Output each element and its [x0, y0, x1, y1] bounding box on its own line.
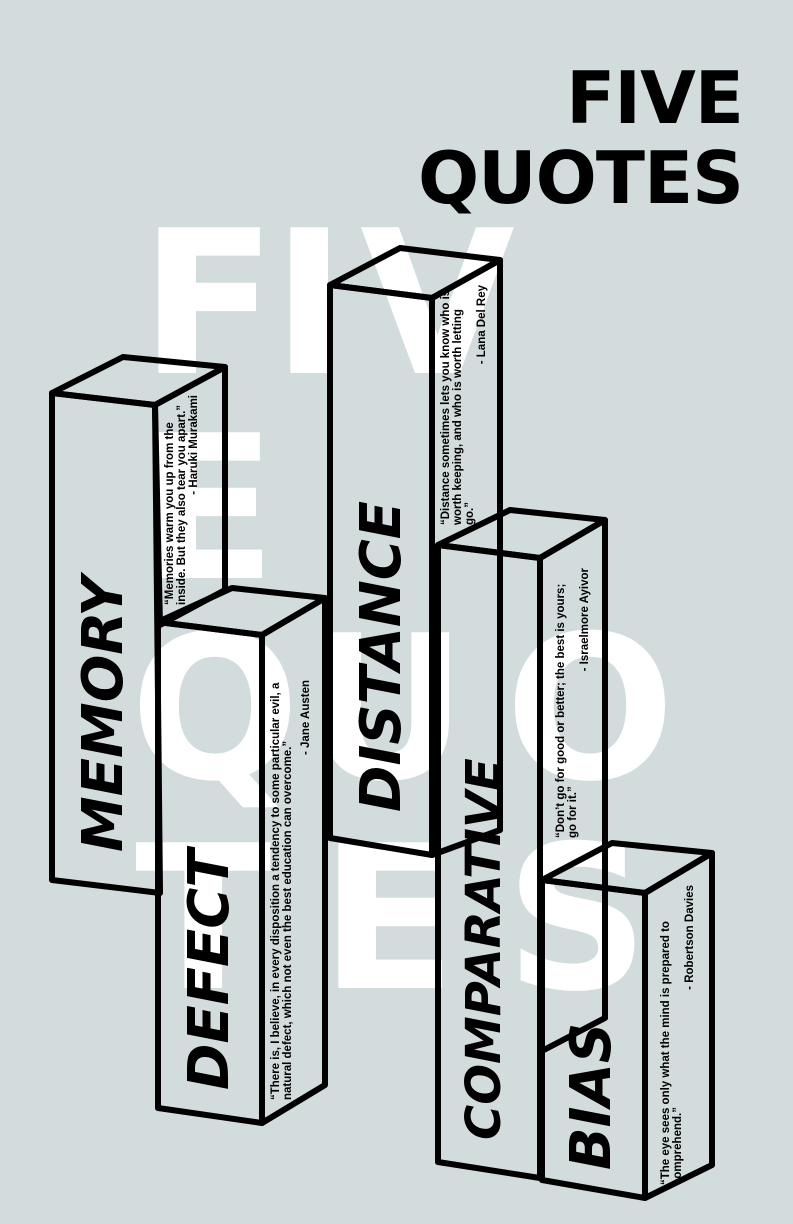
word-defect: DEFECT [177, 849, 242, 1090]
quote-text: “The eye sees only what the mind is prep… [660, 921, 684, 1185]
box-distance [327, 245, 503, 858]
quote-defect: “There is, I believe, in every dispositi… [270, 680, 312, 1100]
title-line-1: FIVE [566, 56, 744, 140]
watermark-letter: O [505, 593, 676, 826]
quote-text: “There is, I believe, in every dispositi… [270, 682, 294, 1100]
word-comparative: COMPARATIVE [456, 758, 512, 1140]
quote-bias: “The eye sees only what the mind is prep… [660, 885, 696, 1185]
quote-author: - Haruki Murakami [188, 395, 200, 495]
quote-author: - Robertson Davies [684, 885, 696, 990]
watermark-letter: E [140, 393, 277, 626]
quote-comparative: “Don’t go for good or better; the best i… [555, 568, 591, 838]
word-distance: DISTANCE [349, 500, 414, 812]
box-defect [155, 585, 328, 1126]
quote-text: “Don’t go for good or better; the best i… [555, 583, 579, 838]
quote-author: - Jane Austen [300, 680, 312, 755]
quote-memory: “Memories warm you up from the inside. B… [164, 395, 200, 605]
quote-author: - Lana Del Rey [476, 285, 488, 365]
title-line-2: QUOTES [417, 136, 744, 220]
quote-text: “Memories warm you up from the inside. B… [164, 404, 188, 605]
quote-text: “Distance sometimes lets you know who is… [440, 289, 476, 525]
watermark-letter: F [140, 188, 277, 421]
word-bias: BIAS [559, 1022, 624, 1170]
quote-author: - Israelmore Ayivor [579, 568, 591, 672]
quote-distance: “Distance sometimes lets you know who is… [440, 285, 488, 525]
watermark-letter: V [360, 188, 515, 421]
watermark-letter: I [272, 188, 347, 421]
word-memory: MEMORY [71, 576, 136, 852]
watermark-letter: S [505, 803, 650, 1036]
box-bias [539, 840, 715, 1201]
